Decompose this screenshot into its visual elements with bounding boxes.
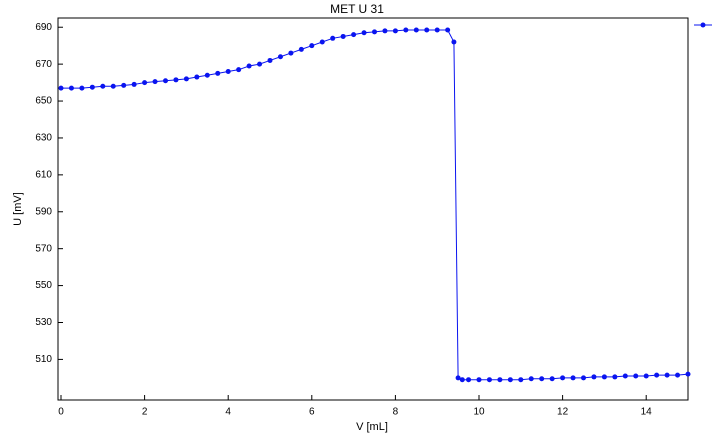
y-tick-label: 550 xyxy=(35,280,52,291)
y-tick-label: 610 xyxy=(35,170,52,181)
y-tick-label: 630 xyxy=(35,133,52,144)
data-point xyxy=(361,30,367,36)
data-point xyxy=(451,39,457,45)
data-point xyxy=(58,85,64,91)
data-point xyxy=(152,79,158,85)
data-point xyxy=(403,27,409,33)
data-point xyxy=(633,373,639,379)
data-point xyxy=(267,57,273,63)
data-point xyxy=(392,28,398,34)
data-point xyxy=(466,377,472,383)
data-point xyxy=(413,27,419,33)
data-point xyxy=(507,377,513,383)
data-point xyxy=(110,83,116,89)
data-point xyxy=(459,377,465,383)
data-point xyxy=(131,81,137,87)
y-tick-label: 510 xyxy=(35,354,52,365)
data-point xyxy=(204,72,210,78)
data-point xyxy=(163,78,168,84)
x-tick-label: 10 xyxy=(473,407,485,418)
x-tick-label: 12 xyxy=(557,407,569,418)
data-point xyxy=(89,84,95,90)
data-point xyxy=(675,372,681,378)
data-point xyxy=(528,376,534,382)
data-point xyxy=(591,374,597,380)
data-point xyxy=(622,373,628,379)
data-point xyxy=(664,372,670,378)
data-point xyxy=(121,82,127,88)
x-tick-label: 4 xyxy=(225,407,231,418)
data-point xyxy=(215,70,221,76)
data-point xyxy=(351,32,357,38)
y-tick-label: 570 xyxy=(35,243,52,254)
data-point xyxy=(685,371,691,377)
data-point xyxy=(277,54,283,60)
data-point xyxy=(424,27,430,33)
data-point xyxy=(236,67,242,73)
data-point xyxy=(601,374,607,380)
data-point xyxy=(257,61,263,67)
data-point xyxy=(654,372,660,378)
data-point xyxy=(309,43,315,49)
x-tick-label: 6 xyxy=(309,407,315,418)
data-point xyxy=(142,80,148,86)
x-axis-label: V [mL] xyxy=(356,421,388,433)
data-point xyxy=(79,85,85,91)
data-point xyxy=(382,28,388,34)
legend-marker xyxy=(700,22,706,28)
x-tick-label: 0 xyxy=(58,407,64,418)
data-point xyxy=(100,83,106,89)
data-point xyxy=(298,46,304,52)
data-point xyxy=(497,377,503,383)
data-point xyxy=(445,27,451,33)
data-point xyxy=(518,377,524,383)
data-point xyxy=(183,76,189,82)
y-tick-label: 650 xyxy=(35,96,52,107)
data-point xyxy=(643,373,649,379)
data-point xyxy=(68,85,74,91)
y-axis-label: U [mV] xyxy=(12,192,24,226)
data-point xyxy=(570,375,576,381)
y-tick-label: 530 xyxy=(35,317,52,328)
plot-frame xyxy=(57,17,689,401)
data-point xyxy=(549,376,555,382)
data-point xyxy=(319,39,325,45)
data-point xyxy=(225,69,231,75)
data-point xyxy=(288,50,294,56)
data-point xyxy=(173,77,179,83)
data-point xyxy=(330,35,336,41)
data-point xyxy=(340,33,346,39)
data-point xyxy=(612,374,618,380)
chart-title: MET U 31 xyxy=(330,2,384,16)
data-point xyxy=(476,377,482,383)
data-point xyxy=(246,63,252,69)
legend xyxy=(694,22,712,28)
y-tick-label: 690 xyxy=(35,22,52,33)
data-point xyxy=(539,376,545,382)
x-tick-label: 14 xyxy=(641,407,653,418)
data-point xyxy=(194,74,200,80)
data-point xyxy=(560,375,566,381)
x-tick-label: 2 xyxy=(142,407,148,418)
data-point xyxy=(434,27,440,33)
y-tick-label: 590 xyxy=(35,206,52,217)
x-tick-label: 8 xyxy=(393,407,399,418)
y-tick-label: 670 xyxy=(35,59,52,70)
data-point xyxy=(486,377,492,383)
data-point xyxy=(581,375,586,381)
data-point xyxy=(455,375,461,381)
data-point xyxy=(372,29,377,35)
